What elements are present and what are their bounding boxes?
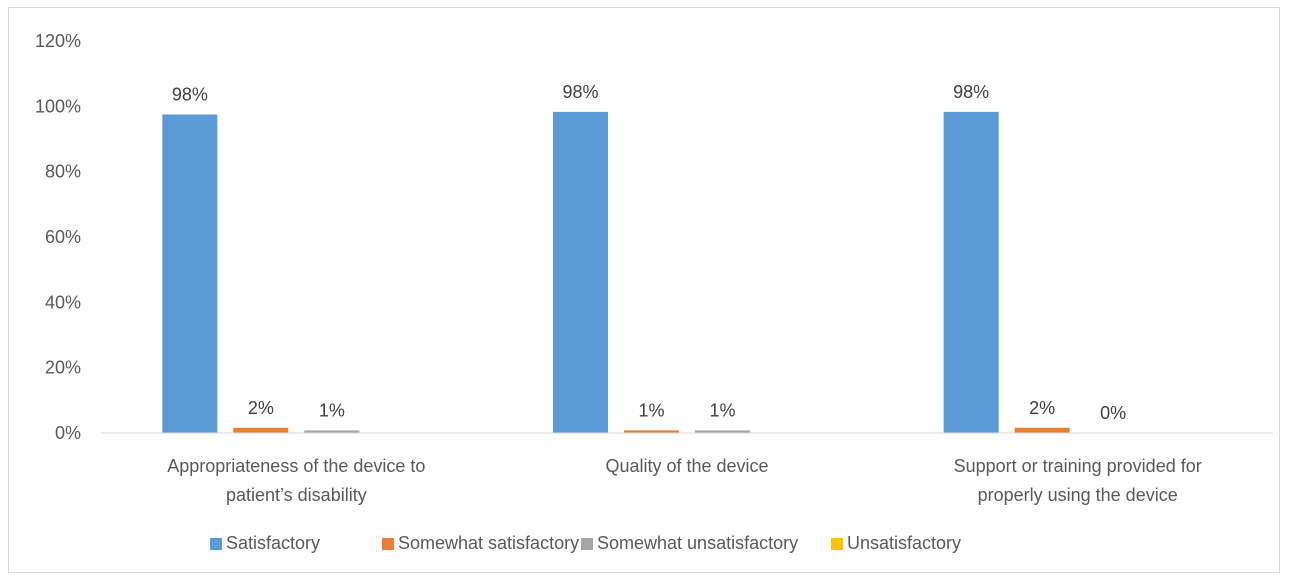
bar-chart: 0%20%40%60%80%100%120% 98%2% 1%98%1% 1%98%…	[35, 31, 1273, 553]
y-tick-label: 0%	[55, 423, 81, 443]
bar	[233, 427, 289, 433]
legend-label: Unsatisfactory	[847, 533, 961, 553]
y-tick-label: 40%	[45, 292, 81, 312]
legend-swatch	[831, 538, 843, 550]
data-label: 1%	[709, 400, 735, 420]
y-tick-label: 120%	[35, 31, 81, 51]
y-tick-label: 80%	[45, 162, 81, 182]
y-tick-label: 60%	[45, 227, 81, 247]
legend-swatch	[581, 538, 593, 550]
bar	[695, 430, 750, 433]
legend: Satisfactory Somewhat satisfactory Somewha…	[210, 533, 961, 553]
data-label: 98%	[562, 82, 598, 102]
y-axis: 0% 20% 40% 60% 80% 100% 120%	[35, 31, 81, 443]
bar	[1014, 427, 1070, 433]
bars	[162, 111, 1070, 434]
bar	[162, 114, 218, 433]
bar	[304, 430, 360, 433]
x-tick-label: Appropriateness of the device to	[167, 456, 425, 476]
y-tick-label: 100%	[35, 96, 81, 116]
x-tick-label: Support or training provided for	[954, 456, 1202, 476]
data-label: 98%	[172, 85, 208, 105]
bar	[624, 430, 679, 433]
data-label: 1%	[638, 400, 664, 420]
data-label: 0%	[1100, 403, 1126, 423]
data-label: 2%	[1029, 398, 1055, 418]
bar	[943, 111, 999, 434]
data-label: 98%	[953, 82, 989, 102]
data-label: 1%	[319, 400, 345, 420]
x-tick-label: Quality of the device	[605, 456, 768, 476]
chart-frame: 0% 20% 40% 60% 80% 100% 120% 98% 2% 1% 98% 1% 1% 98%…	[8, 7, 1280, 573]
x-tick-label: properly using the device	[978, 485, 1178, 505]
legend-swatch	[210, 538, 222, 550]
x-axis: Appropriateness of the device to patient’…	[167, 456, 1201, 505]
bar	[553, 111, 608, 434]
legend-swatch	[382, 538, 394, 550]
x-tick-label: patient’s disability	[226, 485, 367, 505]
y-tick-label: 20%	[45, 358, 81, 378]
data-label: 2%	[248, 398, 274, 418]
legend-label: Somewhat satisfactory	[398, 533, 579, 553]
legend-label: Satisfactory	[226, 533, 320, 553]
data-labels: 98% 2% 1% 98% 1% 1% 98% 2% 0%	[172, 82, 1126, 423]
legend-label: Somewhat unsatisfactory	[597, 533, 798, 553]
